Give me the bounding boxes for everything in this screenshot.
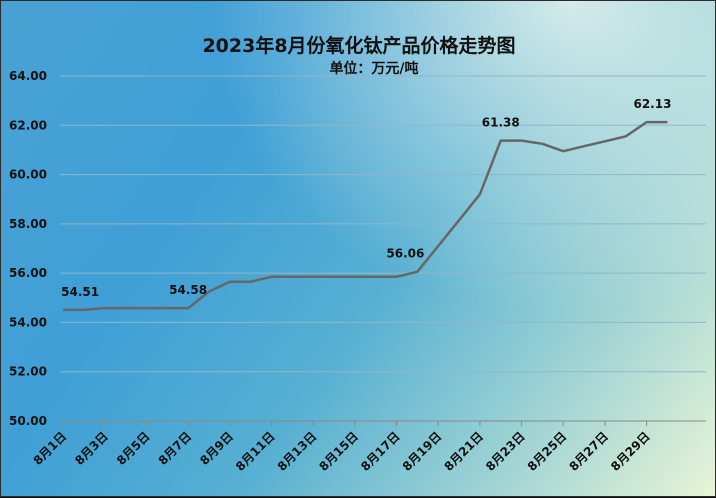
x-tick-label: 8月19日	[400, 429, 445, 474]
y-tick-label: 64.00	[9, 69, 47, 83]
y-tick-label: 52.00	[9, 365, 47, 379]
x-tick-label: 8月17日	[358, 429, 403, 474]
x-tick-label: 8月25日	[525, 429, 570, 474]
y-tick-label: 62.00	[9, 118, 47, 132]
x-tick-label: 8月9日	[197, 429, 236, 468]
data-label: 56.06	[386, 247, 424, 261]
grid-lines	[60, 75, 706, 422]
data-labels: 54.51 54.58 56.06 61.38 62.13	[61, 97, 671, 299]
y-tick-label: 54.00	[9, 315, 47, 329]
series-lines	[63, 120, 668, 312]
chart-title: 2023年8月份氧化钛产品价格走势图	[202, 35, 516, 57]
x-tick-label: 8月13日	[275, 429, 320, 474]
price-line	[63, 120, 668, 312]
x-tick-label: 8月23日	[483, 429, 528, 474]
y-tick-label: 58.00	[9, 217, 47, 231]
x-tick-label: 8月3日	[72, 429, 111, 468]
x-tick-label: 8月1日	[31, 429, 70, 468]
x-tick-label: 8月29日	[608, 429, 653, 474]
x-tick-label: 8月7日	[156, 429, 195, 468]
x-tick-label: 8月27日	[566, 429, 611, 474]
data-label: 62.13	[633, 97, 671, 111]
axes	[60, 420, 706, 426]
data-label: 61.38	[482, 116, 520, 130]
x-tick-labels: 8月1日 8月3日 8月5日 8月7日 8月9日8月11日8月13日8月15日8月17日…	[31, 429, 653, 474]
x-tick-label: 8月21日	[441, 429, 486, 474]
data-label: 54.51	[61, 285, 99, 299]
chart-subtitle: 单位：万元/吨	[329, 61, 419, 77]
y-tick-label: 50.00	[9, 414, 47, 428]
x-tick-label: 8月5日	[114, 429, 153, 468]
x-tick-label: 8月15日	[316, 429, 361, 474]
y-tick-label: 60.00	[9, 168, 47, 182]
y-tick-label: 56.00	[9, 266, 47, 280]
y-tick-labels: 50.00 52.00 54.00 56.00 58.00 60.00 62.00 64.00	[9, 69, 47, 428]
x-tick-label: 8月11日	[233, 429, 278, 474]
data-label: 54.58	[169, 283, 207, 297]
